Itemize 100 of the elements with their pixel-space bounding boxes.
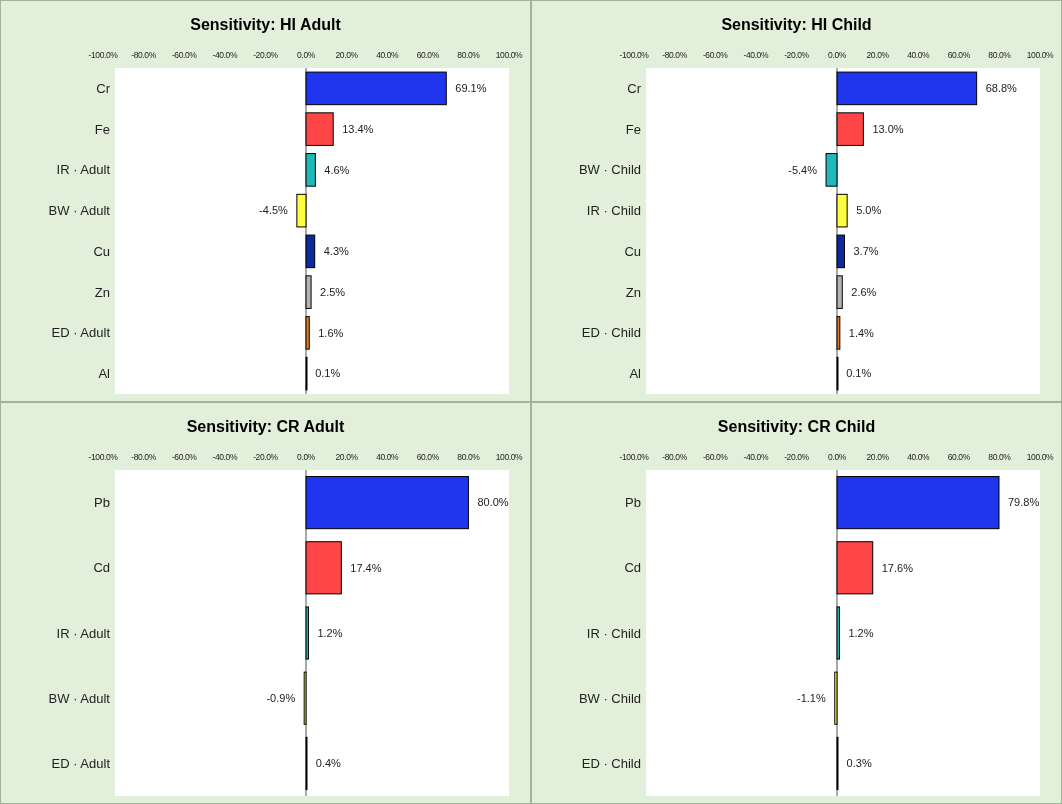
x-tick-label: -60.0% [171, 50, 198, 60]
y-tick-label: Zn [625, 284, 641, 300]
x-tick-label: 80.0% [457, 452, 481, 462]
y-tick-label: Fe [94, 121, 110, 137]
bar [305, 153, 316, 187]
bar [305, 541, 342, 595]
x-tick-label: 60.0% [947, 50, 971, 60]
data-label: -0.9% [266, 692, 296, 705]
bar [305, 606, 309, 660]
data-label: 0.3% [846, 757, 872, 770]
x-tick-label: -80.0% [131, 452, 157, 462]
data-label: 17.4% [350, 561, 382, 574]
data-label: 79.8% [1007, 496, 1040, 509]
data-label: 2.6% [851, 285, 877, 298]
data-label: 4.3% [323, 245, 350, 258]
x-tick-label: 0.0% [828, 452, 847, 462]
data-label: 80.0% [477, 496, 509, 509]
data-label: 0.4% [315, 757, 342, 770]
x-tick-label: -20.0% [784, 50, 810, 60]
bar [834, 671, 838, 725]
y-tick-label: ED · Child [581, 755, 641, 771]
y-tick-label: Al [98, 366, 111, 382]
x-tick-label: 100.0% [1026, 452, 1055, 462]
y-tick-label: Cd [93, 560, 110, 576]
x-tick-label: 60.0% [416, 50, 440, 60]
y-tick-label: BW · Child [578, 690, 641, 706]
x-tick-label: 40.0% [376, 452, 400, 462]
y-tick-label: Pb [625, 495, 641, 511]
y-tick-label: BW · Adult [48, 203, 111, 219]
bar [305, 71, 447, 106]
x-tick-label: 20.0% [866, 452, 890, 462]
x-tick-label: 20.0% [866, 50, 890, 60]
x-tick-label: -100.0% [619, 50, 650, 60]
bar [305, 112, 334, 146]
x-tick-label: 0.0% [297, 452, 316, 462]
bar [305, 316, 310, 350]
y-tick-label: Fe [625, 121, 641, 137]
x-tick-label: 0.0% [297, 50, 316, 60]
x-tick-label: 20.0% [335, 50, 359, 60]
data-label: 17.6% [881, 561, 914, 574]
data-label: 4.6% [324, 163, 350, 176]
x-tick-label: -80.0% [662, 50, 688, 60]
data-label: 68.8% [985, 82, 1018, 95]
x-tick-label: -40.0% [212, 452, 238, 462]
data-label: -1.1% [797, 692, 826, 705]
y-tick-label: Cu [624, 243, 641, 259]
x-tick-label: 100.0% [1026, 50, 1055, 60]
y-tick-label: BW · Child [578, 162, 641, 178]
bar [836, 71, 978, 106]
x-tick-label: -100.0% [619, 452, 650, 462]
x-tick-label: 80.0% [988, 452, 1012, 462]
data-label: 13.4% [342, 122, 374, 135]
y-tick-label: Pb [94, 495, 110, 511]
y-tick-label: ED · Adult [51, 325, 111, 341]
x-tick-label: -80.0% [662, 452, 688, 462]
x-tick-label: -60.0% [702, 452, 729, 462]
bar [836, 275, 843, 309]
x-tick-label: 60.0% [416, 452, 440, 462]
x-tick-label: 0.0% [828, 50, 847, 60]
data-label: 1.2% [317, 626, 343, 639]
y-tick-label: ED · Adult [51, 755, 111, 771]
data-label: 13.0% [872, 122, 904, 135]
bar [305, 234, 316, 269]
x-tick-label: -60.0% [171, 452, 198, 462]
x-tick-label: 100.0% [495, 452, 524, 462]
bar [836, 541, 874, 595]
x-tick-label: 80.0% [457, 50, 481, 60]
x-tick-label: -80.0% [131, 50, 157, 60]
bar [305, 476, 469, 530]
data-label: 0.1% [846, 367, 872, 380]
chart-title: Sensitivity: CR Adult [186, 418, 345, 435]
data-label: -5.4% [788, 163, 818, 176]
data-label: 5.0% [856, 204, 882, 217]
x-tick-label: -20.0% [253, 452, 279, 462]
bar [836, 234, 846, 269]
x-tick-label: 80.0% [988, 50, 1012, 60]
y-tick-label: IR · Adult [56, 625, 111, 641]
bar [825, 153, 838, 187]
x-tick-label: -100.0% [88, 50, 119, 60]
y-tick-label: Cr [627, 80, 642, 96]
x-tick-label: -40.0% [743, 50, 769, 60]
chart-title: Sensitivity: HI Child [721, 16, 872, 33]
y-tick-label: BW · Adult [48, 690, 111, 706]
chart-title: Sensitivity: HI Adult [190, 16, 342, 33]
bar [296, 193, 307, 228]
x-tick-label: -100.0% [88, 452, 119, 462]
x-tick-label: -40.0% [212, 50, 238, 60]
bar [836, 476, 1000, 530]
x-tick-label: 40.0% [907, 50, 931, 60]
x-tick-label: 40.0% [907, 452, 931, 462]
x-tick-label: -40.0% [743, 452, 769, 462]
y-tick-label: Al [629, 366, 642, 382]
data-label: 69.1% [455, 82, 487, 95]
chart-title: Sensitivity: CR Child [717, 418, 876, 435]
y-tick-label: Cr [96, 80, 111, 96]
data-label: 1.2% [848, 626, 874, 639]
x-tick-label: 100.0% [495, 50, 524, 60]
data-label: 1.6% [318, 326, 344, 339]
x-tick-label: 20.0% [335, 452, 359, 462]
y-tick-label: IR · Child [586, 625, 641, 641]
